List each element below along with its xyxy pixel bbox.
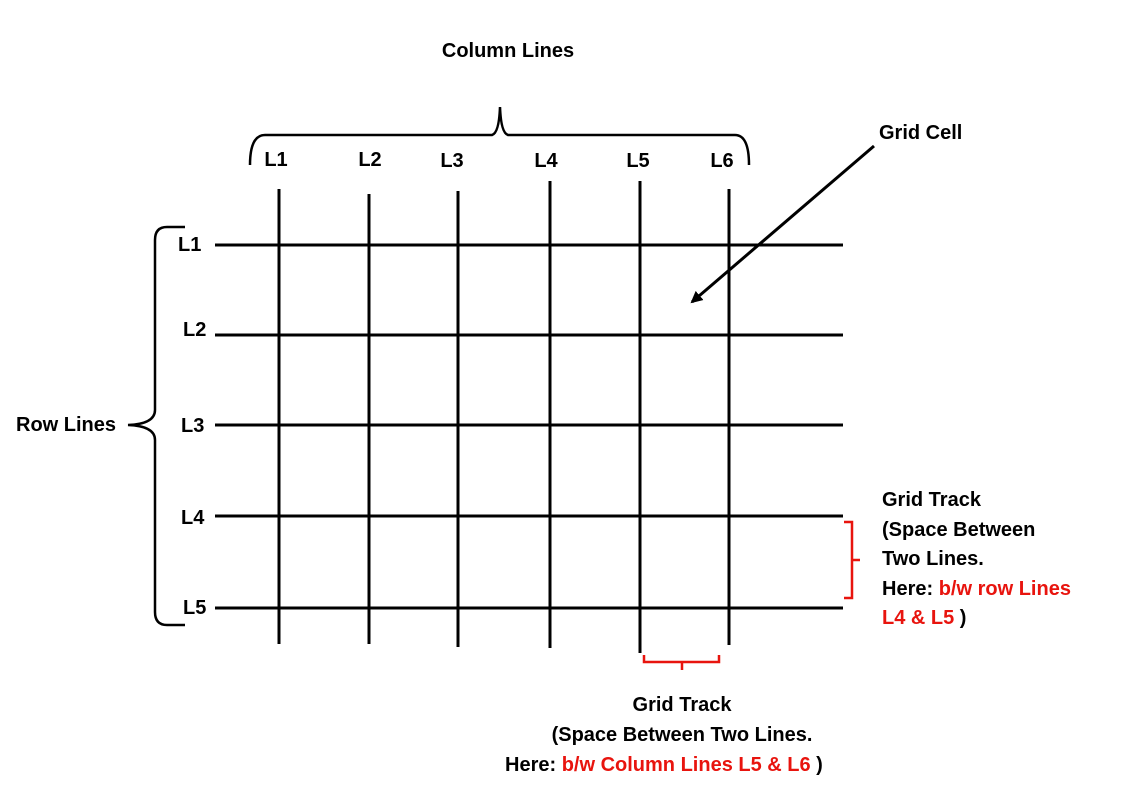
column-track-title: Grid Track (633, 694, 733, 716)
column-track-bracket (642, 655, 721, 670)
column-track-close: ) (811, 754, 823, 776)
row-label: L1 (178, 234, 201, 256)
row-track-title: Grid Track (882, 489, 982, 511)
row-track-here: Here: (882, 578, 939, 600)
column-label: L5 (626, 150, 649, 172)
row-track-annotation: Grid Track (Space Between Two Lines. Her… (882, 489, 1071, 629)
row-label: L5 (183, 597, 206, 619)
row-track-desc-1: (Space Between (882, 519, 1035, 541)
column-label: L3 (440, 150, 463, 172)
row-lines-brace (127, 225, 185, 627)
grid-cell-label: Grid Cell (879, 122, 962, 144)
row-track-desc-2: Two Lines. (882, 548, 984, 570)
row-line-labels: L1 L2 L3 L4 L5 (178, 234, 206, 619)
column-track-here: Here: (505, 754, 562, 776)
row-label: L3 (181, 415, 204, 437)
column-track-highlight: b/w Column Lines L5 & L6 (562, 754, 811, 776)
column-track-desc-1: (Space Between Two Lines. (552, 724, 813, 746)
column-label: L2 (358, 149, 381, 171)
column-label: L6 (710, 150, 733, 172)
row-label: L2 (183, 319, 206, 341)
row-track-desc-4: L4 & L5 ) (882, 607, 966, 629)
row-track-bracket (844, 520, 860, 600)
column-lines-brace (248, 106, 751, 166)
column-lines-title: Column Lines (442, 40, 574, 62)
column-line-labels: L1 L2 L3 L4 L5 L6 (264, 149, 733, 172)
grid-cell-arrow (690, 144, 875, 304)
row-grid-lines (215, 243, 843, 610)
column-label: L4 (534, 150, 558, 172)
row-track-highlight-2: L4 & L5 (882, 607, 954, 629)
row-lines-title: Row Lines (16, 414, 116, 436)
column-label: L1 (264, 149, 287, 171)
column-track-annotation: Grid Track (Space Between Two Lines. Her… (505, 694, 823, 776)
row-label: L4 (181, 507, 205, 529)
column-grid-lines (277, 181, 731, 653)
column-track-desc-2: Here: b/w Column Lines L5 & L6 ) (505, 754, 823, 776)
row-track-close: ) (954, 607, 966, 629)
row-track-desc-3: Here: b/w row Lines (882, 578, 1071, 600)
row-track-highlight: b/w row Lines (939, 578, 1071, 600)
